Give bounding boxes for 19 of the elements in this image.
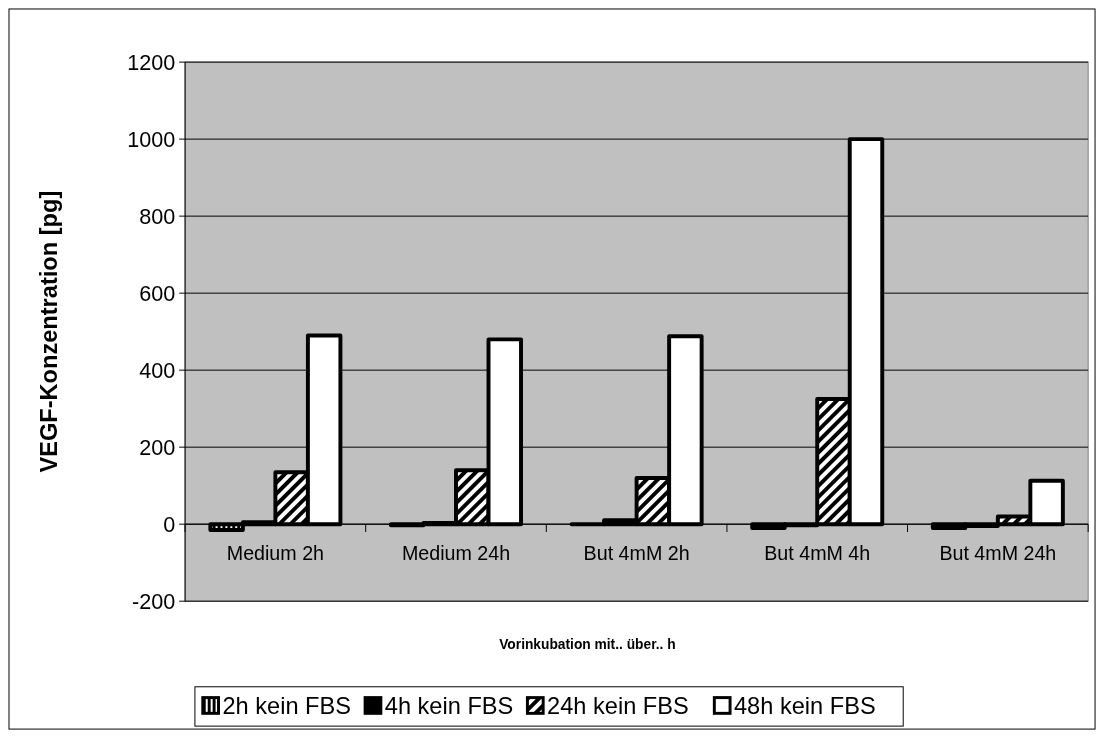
y-axis-title: VEGF-Konzentration [pg] <box>36 190 63 473</box>
x-tick-label: Medium 24h <box>401 541 511 564</box>
legend-label: 4h kein FBS <box>384 693 514 720</box>
y-tick-label: 1000 <box>127 126 176 152</box>
legend-label: 48h kein FBS <box>734 693 876 720</box>
y-tick-label: 0 <box>163 511 176 537</box>
y-tick-label: 800 <box>139 203 176 229</box>
x-tick-label: But 4mM 24h <box>939 541 1057 564</box>
x-tick-label: But 4mM 2h <box>583 541 690 564</box>
x-axis-title: Vorinkubation mit.. über.. h <box>499 637 676 653</box>
y-tick-label: 600 <box>139 280 176 306</box>
legend-label: 24h kein FBS <box>547 693 689 720</box>
y-tick-label: -200 <box>131 588 176 614</box>
x-tick-label: But 4mM 4h <box>764 541 871 564</box>
x-tick-label: Medium 2h <box>226 541 325 564</box>
legend-label: 2h kein FBS <box>222 693 351 720</box>
y-tick-label: 1200 <box>127 49 176 75</box>
y-tick-label: 200 <box>139 434 176 460</box>
y-tick-label: 400 <box>139 357 176 383</box>
